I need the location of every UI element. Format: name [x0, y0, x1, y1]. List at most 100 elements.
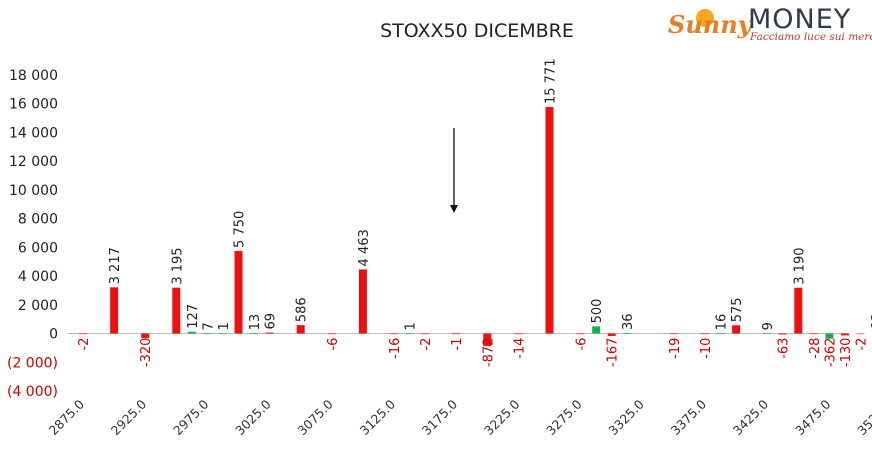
x-tick-label: 3125.0 [357, 396, 399, 438]
data-label: 9 [761, 322, 776, 330]
bar [623, 333, 632, 334]
bar [763, 333, 772, 335]
data-label: 575 [730, 297, 745, 322]
y-tick-label: 6 000 [18, 240, 58, 256]
bar [390, 333, 398, 335]
data-label: -320 [139, 338, 154, 368]
bar [452, 333, 461, 335]
logo-sunny-text: Sunny [668, 10, 754, 39]
bar [545, 107, 554, 334]
bar [405, 333, 414, 335]
data-label: 500 [590, 299, 605, 324]
data-label: -6 [575, 338, 590, 351]
x-tick-label: 3425.0 [730, 396, 772, 438]
data-label: 16 [715, 314, 730, 331]
data-label: 92 [870, 313, 872, 330]
bar [296, 325, 305, 334]
x-tick-label: 3275.0 [543, 396, 585, 438]
y-tick-label: 18 000 [9, 68, 58, 84]
data-label: -2 [855, 338, 870, 351]
data-label: 15 771 [544, 59, 559, 105]
data-label: 1 [217, 322, 232, 330]
data-label: -19 [668, 338, 683, 359]
bar [825, 333, 834, 339]
bar [234, 250, 243, 334]
data-label: 7 [201, 322, 216, 330]
data-label: -2 [77, 338, 92, 351]
bar [856, 333, 865, 335]
data-label: -28 [808, 338, 823, 359]
bar [514, 333, 523, 335]
bar [187, 331, 196, 334]
bar [421, 333, 430, 335]
bar [141, 333, 150, 339]
bar [79, 333, 87, 335]
bar [716, 333, 725, 334]
bar [840, 333, 849, 336]
data-label: 1 [404, 322, 419, 330]
data-label: -16 [388, 338, 403, 359]
y-tick-label: 14 000 [9, 125, 58, 141]
data-label: 4 463 [357, 229, 372, 266]
data-label: -362 [823, 338, 838, 368]
x-tick-label: 2925.0 [108, 396, 150, 438]
bar [576, 333, 585, 335]
bar [778, 333, 787, 335]
data-label: -2 [419, 338, 434, 351]
x-tick-label: 3325.0 [605, 396, 647, 438]
data-label: -167 [606, 338, 621, 368]
data-label: 5 750 [233, 211, 248, 248]
bar [592, 326, 601, 334]
x-tick-label: 3475.0 [792, 396, 834, 438]
data-label: -872 [481, 338, 496, 368]
y-tick-label: (4 000) [7, 384, 58, 400]
x-axis: 2875.0 2925.0 2975.0 3025.0 3075.0 3125.0 3175… [46, 396, 872, 438]
data-label: 13 [248, 314, 263, 331]
y-tick-label: 8 000 [18, 212, 58, 228]
bar [203, 333, 212, 335]
x-tick-label: 2875.0 [46, 396, 88, 438]
sun-icon [696, 9, 714, 27]
y-axis: 18 000 16 000 14 000 12 000 10 000 8 000 6 000… [7, 68, 58, 400]
data-label: -14 [512, 338, 527, 359]
x-tick-label: 3375.0 [668, 396, 710, 438]
data-label: -6 [326, 338, 341, 351]
data-label: 127 [186, 304, 201, 329]
y-tick-label: 2 000 [18, 298, 58, 314]
y-tick-label: (2 000) [7, 355, 58, 371]
x-tick-label: 3025.0 [232, 396, 274, 438]
bar [265, 332, 274, 334]
x-tick-label: 3075.0 [294, 396, 336, 438]
bar [110, 287, 119, 334]
y-tick-label: 4 000 [18, 269, 58, 285]
x-tick-label: 3525.0 [854, 396, 872, 438]
y-tick-label: 12 000 [9, 154, 58, 170]
bar [218, 333, 227, 335]
sunny-money-logo: Sunny MONEY Facciamo luce sui mercati [668, 4, 872, 43]
logo-money-text: MONEY [748, 4, 851, 35]
data-label: 586 [295, 297, 310, 322]
y-tick-label: 0 [49, 327, 58, 343]
x-tick-label: 2975.0 [170, 396, 212, 438]
data-label: 3 217 [108, 247, 123, 284]
bar [483, 333, 492, 347]
bar [809, 333, 818, 335]
data-label: -130 [839, 338, 854, 368]
bar [701, 333, 709, 335]
data-label: 3 190 [792, 248, 807, 285]
data-label: 69 [264, 313, 279, 330]
bar [327, 333, 336, 335]
bar [358, 269, 367, 334]
logo-tagline: Facciamo luce sui mercati [749, 31, 872, 43]
data-label: -10 [699, 338, 714, 359]
bar [732, 325, 741, 334]
x-tick-label: 3225.0 [481, 396, 523, 438]
x-tick-label: 3175.0 [419, 396, 461, 438]
bars [79, 107, 865, 347]
arrow-annotation [450, 128, 458, 213]
data-label: 3 195 [170, 247, 185, 284]
data-label: -63 [777, 338, 792, 359]
chart-title: STOXX50 DICEMBRE [380, 20, 574, 42]
